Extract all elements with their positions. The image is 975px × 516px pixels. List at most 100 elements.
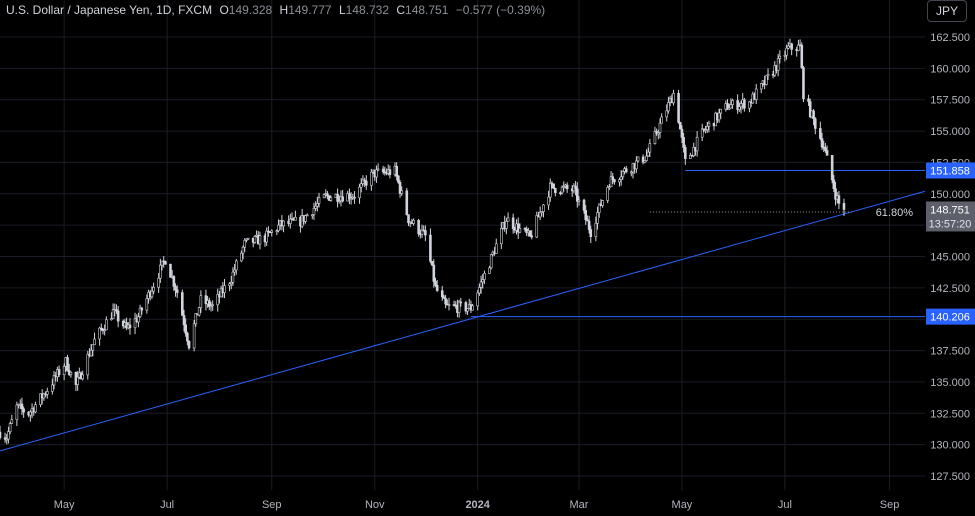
candle-308 <box>727 103 731 110</box>
horizontal-levels[interactable] <box>470 169 925 318</box>
time-axis[interactable]: May Jul Sep Nov 2024 Mar May Jul Sep <box>54 499 900 511</box>
candle-42 <box>99 323 103 332</box>
candle-220 <box>518 223 522 234</box>
candle-178 <box>420 224 424 238</box>
rising-trendline[interactable] <box>0 190 926 452</box>
candle-315 <box>743 97 746 112</box>
candle-60 <box>140 306 144 315</box>
candle-293 <box>692 142 696 158</box>
candle-22 <box>52 370 56 390</box>
high-value: 149.777 <box>288 3 332 17</box>
candle-143 <box>337 195 341 204</box>
candle-329 <box>776 53 780 77</box>
candle-289 <box>682 132 685 153</box>
candle-258 <box>609 171 613 188</box>
candle-282 <box>667 96 670 114</box>
candle-148 <box>349 192 353 205</box>
y-tick-label-2: 157.500 <box>930 95 970 107</box>
candle-70 <box>164 260 167 265</box>
candle-181 <box>429 228 432 264</box>
candle-107 <box>253 235 257 244</box>
last-price-label: 148.751 <box>930 204 970 216</box>
candle-205 <box>483 270 486 284</box>
candle-296 <box>700 123 704 142</box>
candle-201 <box>476 289 479 311</box>
candle-347 <box>820 132 824 150</box>
candle-25 <box>57 365 61 378</box>
candle-325 <box>766 68 770 81</box>
candle-275 <box>648 138 652 158</box>
candle-142 <box>336 188 339 208</box>
candle-117 <box>277 219 280 233</box>
candle-39 <box>91 344 95 357</box>
candle-249 <box>587 215 591 234</box>
trendline[interactable] <box>0 190 926 452</box>
candle-349 <box>824 142 827 153</box>
candle-131 <box>310 214 314 220</box>
price-axis[interactable]: 162.500160.000157.500155.000152.500150.0… <box>930 32 970 483</box>
candle-312 <box>738 102 741 112</box>
candle-73 <box>172 275 176 292</box>
candles <box>0 38 846 445</box>
currency-button[interactable]: JPY <box>927 0 967 22</box>
candle-183 <box>432 259 436 288</box>
x-tick-label-5: Mar <box>569 499 588 511</box>
candle-262 <box>619 170 623 186</box>
candle-185 <box>435 279 439 292</box>
candle-45 <box>105 316 108 331</box>
fib-level[interactable]: 61.80% <box>649 207 913 219</box>
candle-310 <box>731 98 734 109</box>
candle-65 <box>152 282 155 295</box>
high-label: H <box>279 3 289 17</box>
y-tick-label-7: 145.000 <box>930 252 970 264</box>
candle-352 <box>832 174 836 193</box>
candle-270 <box>636 156 640 163</box>
candle-20 <box>45 387 49 399</box>
candle-95 <box>223 279 226 299</box>
candle-9 <box>20 397 24 416</box>
candle-253 <box>597 203 601 218</box>
svg-text:151.858: 151.858 <box>930 165 970 177</box>
candle-211 <box>500 222 503 250</box>
candle-291 <box>689 152 692 159</box>
x-tick-label-2: Sep <box>262 499 282 511</box>
candle-154 <box>363 177 366 187</box>
candle-231 <box>547 190 550 210</box>
price-tags: 151.858 140.206 148.751 13:57:20 <box>926 162 975 325</box>
x-tick-label-4: 2024 <box>465 499 490 511</box>
candle-170 <box>400 186 404 197</box>
candle-90 <box>211 300 214 311</box>
candle-238 <box>562 181 566 192</box>
candle-175 <box>412 218 415 226</box>
candle-79 <box>186 331 189 346</box>
candle-259 <box>611 172 615 184</box>
candle-28 <box>66 354 69 372</box>
candle-260 <box>613 178 616 185</box>
candle-281 <box>665 104 669 122</box>
candle-290 <box>684 144 687 165</box>
candle-97 <box>229 275 233 290</box>
candle-136 <box>322 193 326 199</box>
candle-216 <box>511 213 515 234</box>
candle-244 <box>575 182 579 208</box>
candle-272 <box>643 160 647 164</box>
candle-30 <box>69 371 73 378</box>
candle-299 <box>705 122 709 134</box>
candle-285 <box>672 89 675 106</box>
candle-105 <box>246 237 250 241</box>
x-tick-label-0: May <box>54 499 75 511</box>
candle-255 <box>601 199 604 208</box>
y-tick-label-3: 155.000 <box>930 126 970 138</box>
candle-356 <box>842 198 846 216</box>
candle-112 <box>265 227 268 246</box>
x-tick-label-1: Jul <box>160 499 174 511</box>
candle-26 <box>62 363 66 381</box>
candle-165 <box>388 165 392 179</box>
candle-50 <box>116 305 120 328</box>
candle-76 <box>180 289 184 316</box>
candle-280 <box>660 113 663 124</box>
candle-287 <box>678 121 682 130</box>
candle-98 <box>231 267 235 286</box>
candle-21 <box>51 378 54 395</box>
